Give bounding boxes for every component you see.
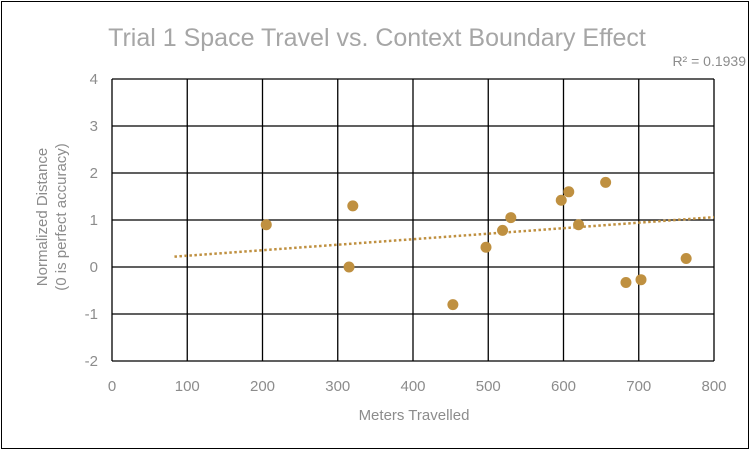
data-point (447, 299, 459, 311)
x-tick-label: 700 (626, 378, 651, 395)
data-point (347, 200, 359, 212)
data-point (563, 186, 575, 198)
x-tick-label: 0 (108, 378, 116, 395)
x-tick-label: 500 (476, 378, 501, 395)
y-axis-label-line-2: (0 is perfect accuracy) (53, 143, 70, 291)
data-points (260, 176, 692, 311)
x-axis-ticks: 0 100 200 300 400 500 600 700 800 (108, 378, 727, 395)
y-axis-label-line-1: Normalized Distance (34, 148, 51, 286)
chart-title: Trial 1 Space Travel vs. Context Boundar… (108, 24, 646, 52)
data-point (497, 224, 509, 236)
y-tick-label: 4 (90, 71, 98, 88)
gridlines (111, 78, 715, 362)
x-tick-label: 100 (175, 378, 200, 395)
data-point (600, 176, 612, 188)
y-tick-label: -1 (85, 306, 98, 323)
r-squared-label: R² = 0.1939 (672, 53, 746, 69)
trendline-group (174, 215, 715, 258)
linear-trendline (174, 215, 715, 258)
y-tick-label: 0 (90, 259, 98, 276)
data-point (505, 212, 517, 224)
data-point (573, 219, 585, 231)
y-axis-label: Normalized Distance (0 is perfect accura… (34, 143, 70, 291)
y-tick-label: -2 (85, 353, 98, 370)
data-point (555, 194, 567, 206)
data-point (635, 274, 647, 286)
data-point (260, 219, 272, 231)
data-point (343, 261, 355, 273)
x-tick-label: 400 (400, 378, 425, 395)
x-tick-label: 800 (701, 378, 726, 395)
y-axis-ticks: -2 -1 0 1 2 3 4 (85, 71, 98, 370)
x-tick-label: 200 (250, 378, 275, 395)
x-axis-label: Meters Travelled (359, 407, 470, 424)
x-tick-label: 600 (551, 378, 576, 395)
y-tick-label: 2 (90, 165, 98, 182)
data-point (480, 241, 492, 253)
data-point (620, 277, 632, 289)
y-tick-label: 1 (90, 212, 98, 229)
x-tick-label: 300 (325, 378, 350, 395)
y-tick-label: 3 (90, 118, 98, 135)
data-point (680, 253, 692, 265)
